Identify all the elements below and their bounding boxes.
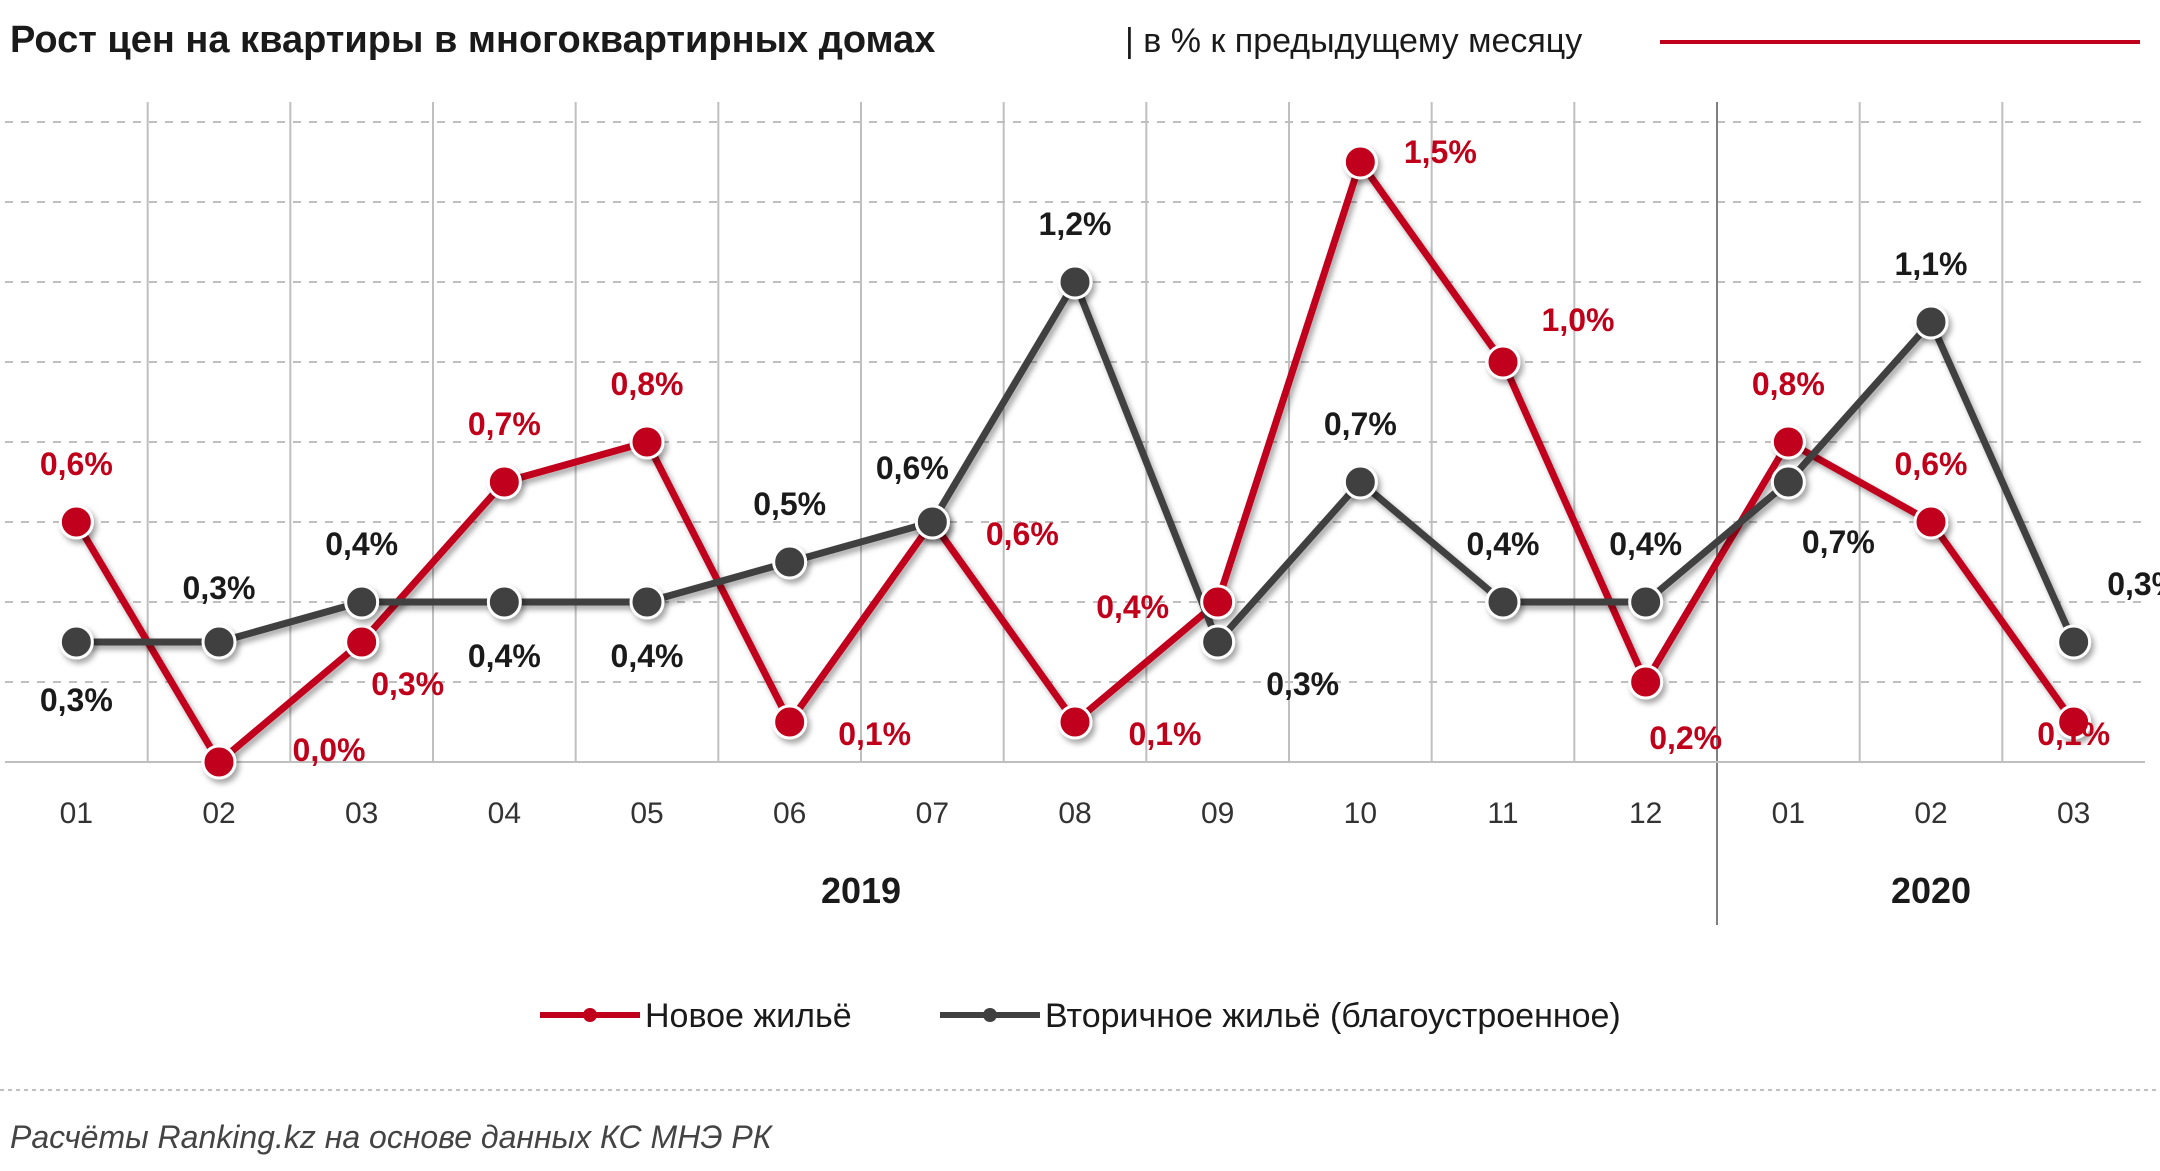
data-label: 0,8% [611, 366, 684, 402]
data-point [1057, 704, 1093, 740]
data-label: 1,5% [1404, 134, 1477, 170]
data-label: 0,7% [1324, 406, 1397, 442]
data-point [201, 744, 237, 780]
data-point [629, 584, 665, 620]
data-point [344, 584, 380, 620]
data-labels: 0,6%0,0%0,3%0,7%0,8%0,1%0,6%0,1%0,4%1,5%… [40, 134, 2160, 768]
data-label: 0,4% [1609, 526, 1682, 562]
data-label: 0,7% [468, 406, 541, 442]
data-point [772, 544, 808, 580]
data-point [1913, 504, 1949, 540]
data-label: 0,4% [325, 526, 398, 562]
data-label: 0,7% [1802, 524, 1875, 560]
data-point [1628, 664, 1664, 700]
x-tick-label: 06 [773, 797, 806, 830]
data-label: 0,3% [1266, 666, 1339, 702]
legend-marker-secondary [983, 1008, 997, 1022]
grid [5, 102, 2145, 925]
data-point [1057, 264, 1093, 300]
data-label: 0,8% [1752, 366, 1825, 402]
data-point [914, 504, 950, 540]
year-label: 2019 [821, 870, 901, 911]
legend-label-new: Новое жильё [645, 997, 852, 1035]
data-point [1628, 584, 1664, 620]
data-label: 0,4% [1467, 526, 1540, 562]
data-point [344, 624, 380, 660]
data-point [486, 584, 522, 620]
data-point [58, 504, 94, 540]
data-label: 0,5% [753, 486, 826, 522]
data-point [1200, 584, 1236, 620]
data-point [1770, 464, 1806, 500]
x-tick-label: 03 [2057, 797, 2090, 830]
x-tick-label: 01 [60, 797, 93, 830]
legend: Новое жильё Вторичное жильё (благоустрое… [540, 997, 1621, 1035]
source-note: Расчёты Ranking.kz на основе данных КС М… [10, 1119, 774, 1155]
data-point [1485, 344, 1521, 380]
x-axis: 01 02 03 04 05 06 07 08 09 10 11 12 01 02 03 2019 2020 [5, 761, 2145, 911]
x-tick-label: 02 [202, 797, 235, 830]
legend-label-secondary: Вторичное жильё (благоустроенное) [1045, 997, 1621, 1035]
data-label: 0,1% [2037, 716, 2110, 752]
data-point [1342, 144, 1378, 180]
data-label: 0,2% [1649, 720, 1722, 756]
data-label: 0,6% [1895, 446, 1968, 482]
series-points [58, 144, 2092, 780]
x-tick-label: 09 [1201, 797, 1234, 830]
chart-title: Рост цен на квартиры в многоквартирных д… [10, 19, 935, 61]
x-tick-label: 01 [1772, 797, 1805, 830]
data-label: 0,6% [40, 446, 113, 482]
data-label: 0,4% [468, 638, 541, 674]
x-tick-label: 03 [345, 797, 378, 830]
data-label: 0,4% [611, 638, 684, 674]
x-tick-label: 05 [630, 797, 663, 830]
data-label: 0,6% [876, 450, 949, 486]
data-label: 1,2% [1039, 206, 1112, 242]
x-tick-label: 10 [1344, 797, 1377, 830]
data-point [2056, 704, 2092, 740]
x-tick-label: 04 [488, 797, 521, 830]
data-label: 0,3% [183, 570, 256, 606]
data-label: 0,1% [838, 716, 911, 752]
data-label: 0,3% [2107, 566, 2160, 602]
x-tick-label: 07 [916, 797, 949, 830]
data-label: 0,3% [371, 666, 444, 702]
data-label: 0,3% [40, 682, 113, 718]
x-tick-label: 08 [1058, 797, 1091, 830]
data-point [201, 624, 237, 660]
data-point [486, 464, 522, 500]
data-point [58, 624, 94, 660]
data-point [2056, 624, 2092, 660]
year-label: 2020 [1891, 870, 1971, 911]
data-point [1200, 624, 1236, 660]
data-point [1485, 584, 1521, 620]
data-point [1913, 304, 1949, 340]
chart-subtitle: | в % к предыдущему месяцу [1125, 22, 1582, 60]
data-point [629, 424, 665, 460]
data-label: 0,0% [293, 732, 366, 768]
data-point [772, 704, 808, 740]
data-label: 1,0% [1542, 302, 1615, 338]
x-tick-label: 12 [1629, 797, 1662, 830]
data-label: 0,1% [1129, 716, 1202, 752]
x-tick-label: 11 [1487, 797, 1518, 830]
data-point [1342, 464, 1378, 500]
data-label: 0,4% [1096, 589, 1169, 625]
data-label: 1,1% [1895, 246, 1968, 282]
legend-marker-new [583, 1008, 597, 1022]
data-point [1770, 424, 1806, 460]
x-tick-label: 02 [1914, 797, 1947, 830]
data-label: 0,6% [986, 516, 1059, 552]
